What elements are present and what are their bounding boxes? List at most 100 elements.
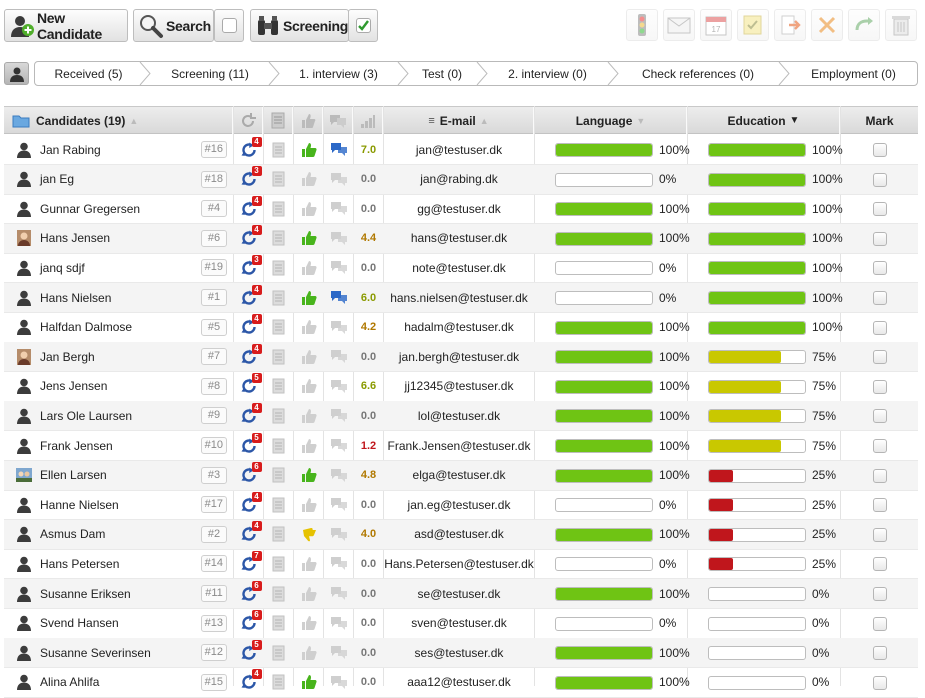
candidate-cell[interactable]: Hans Petersen #14 (4, 549, 233, 578)
email-link[interactable]: asd@testuser.dk (414, 527, 504, 542)
candidate-cell[interactable]: Halfdan Dalmose #5 (4, 313, 233, 342)
new-candidate-button[interactable]: New Candidate (4, 9, 128, 42)
mark-checkbox[interactable] (873, 527, 887, 542)
candidate-name[interactable]: Jan Rabing (40, 142, 101, 157)
status-cell[interactable]: 4 (234, 224, 263, 253)
candidate-name[interactable]: Halfdan Dalmose (40, 320, 133, 335)
status-cell[interactable]: 4 (234, 194, 263, 223)
candidate-name[interactable]: Susanne Severinsen (40, 645, 151, 660)
notes-icon[interactable] (264, 224, 293, 253)
speech-bubble-icon[interactable] (324, 313, 353, 342)
notes-icon[interactable] (264, 194, 293, 223)
candidate-cell[interactable]: Gunnar Gregersen #4 (4, 194, 233, 223)
email-link[interactable]: aaa12@testuser.dk (407, 675, 511, 690)
search-toggle[interactable] (214, 9, 244, 42)
candidate-name[interactable]: Hans Nielsen (40, 290, 112, 305)
refresh-icon[interactable]: 5 (239, 373, 262, 396)
speech-bubble-icon[interactable] (324, 549, 353, 578)
search-checkbox[interactable] (221, 18, 237, 33)
refresh-icon[interactable]: 5 (239, 432, 262, 456)
thumb-up-icon[interactable] (294, 342, 323, 371)
screening-checkbox[interactable] (355, 18, 371, 33)
notes-icon[interactable] (264, 342, 293, 371)
status-cell[interactable]: 4 (234, 490, 263, 519)
screening-toggle[interactable] (348, 9, 378, 42)
thumb-up-icon[interactable] (294, 372, 323, 401)
email-link[interactable]: hans.nielsen@testuser.dk (390, 290, 528, 305)
note-button[interactable] (737, 9, 769, 41)
refresh-icon[interactable]: 5 (239, 639, 262, 663)
thumb-up-icon[interactable] (294, 461, 323, 490)
speech-bubble-icon[interactable] (324, 194, 353, 223)
thumb-up-icon[interactable] (294, 490, 323, 519)
refresh-icon[interactable]: 4 (239, 669, 262, 692)
mark-checkbox[interactable] (873, 261, 887, 276)
notes-icon[interactable] (264, 490, 293, 519)
refresh-icon[interactable]: 6 (239, 610, 262, 633)
export-button[interactable] (774, 9, 806, 41)
search-button[interactable]: Search (133, 9, 214, 42)
candidate-cell[interactable]: Ellen Larsen #3 (4, 461, 233, 490)
status-cell[interactable]: 4 (234, 401, 263, 430)
column-header-candidates[interactable]: Candidates (19) ▲ (4, 107, 233, 134)
refresh-icon[interactable]: 7 (239, 550, 262, 574)
refresh-icon[interactable]: 4 (239, 402, 262, 426)
status-cell[interactable]: 4 (234, 342, 263, 371)
email-link[interactable]: Frank.Jensen@testuser.dk (387, 438, 531, 453)
mark-checkbox[interactable] (873, 143, 887, 157)
speech-bubble-icon[interactable] (324, 135, 353, 164)
thumb-up-icon[interactable] (294, 401, 323, 430)
candidate-name[interactable]: Ellen Larsen (40, 468, 107, 483)
candidate-name[interactable]: jan Eg (40, 172, 75, 187)
candidate-name[interactable]: Hans Petersen (40, 556, 120, 571)
table-row[interactable]: Asmus Dam #2 4 4.0 asd@testuser.dk 100% 25% (4, 519, 918, 550)
candidate-name[interactable]: Frank Jensen (40, 438, 113, 453)
table-row[interactable]: Hanne Nielsen #17 4 0.0 jan.eg@testuser.dk 0%… (4, 490, 918, 521)
email-link[interactable]: jan@testuser.dk (415, 142, 503, 157)
notes-icon[interactable] (264, 283, 293, 312)
speech-bubble-icon[interactable] (324, 461, 353, 490)
email-link[interactable]: hadalm@testuser.dk (404, 320, 514, 335)
mark-checkbox[interactable] (873, 409, 887, 424)
table-row[interactable]: Frank Jensen #10 5 1.2 Frank.Jensen@testuser… (4, 431, 918, 461)
table-row[interactable]: Ellen Larsen #3 6 4.8 elga@testuser.dk 100% 25… (4, 460, 918, 491)
thumb-up-icon[interactable] (294, 668, 323, 697)
email-link[interactable]: jan.eg@testuser.dk (407, 497, 511, 512)
mark-checkbox[interactable] (873, 320, 887, 335)
speech-bubble-icon[interactable] (324, 431, 353, 460)
status-cell[interactable]: 3 (234, 165, 263, 194)
column-header-rating[interactable] (294, 107, 323, 134)
email-link[interactable]: jan@rabing.dk (420, 172, 498, 187)
candidate-name[interactable]: Hanne Nielsen (40, 497, 119, 512)
table-row[interactable]: Lars Ole Laursen #9 4 0.0 lol@testuser.dk 100… (4, 401, 918, 432)
thumb-side-icon[interactable] (294, 520, 323, 549)
notes-icon[interactable] (264, 372, 293, 401)
email-link[interactable]: jj12345@testuser.dk (404, 379, 514, 394)
column-header-notes[interactable] (264, 107, 293, 134)
notes-icon[interactable] (264, 609, 293, 638)
notes-icon[interactable] (264, 165, 293, 194)
notes-icon[interactable] (264, 520, 293, 549)
mark-checkbox[interactable] (873, 350, 887, 365)
refresh-icon[interactable]: 4 (239, 195, 262, 219)
traffic-light-button[interactable] (626, 9, 658, 41)
status-cell[interactable]: 4 (234, 668, 263, 697)
thumb-up-icon[interactable] (294, 609, 323, 638)
notes-icon[interactable] (264, 549, 293, 578)
notes-icon[interactable] (264, 135, 293, 164)
thumb-up-icon[interactable] (294, 579, 323, 608)
table-row[interactable]: Jan Bergh #7 4 0.0 jan.bergh@testuser.dk 100%… (4, 342, 918, 373)
candidate-name[interactable]: Hans Jensen (40, 231, 111, 246)
pipeline-step-received[interactable]: Received (5) (35, 62, 142, 85)
candidate-cell[interactable]: Hans Nielsen #1 (4, 283, 233, 312)
notes-icon[interactable] (264, 668, 293, 697)
speech-bubble-icon[interactable] (324, 638, 353, 667)
pipeline-step-interview-1[interactable]: 1. interview (3) (280, 62, 397, 85)
thumb-up-icon[interactable] (294, 194, 323, 223)
table-row[interactable]: Hans Jensen #6 4 4.4 hans@testuser.dk 100% 100… (4, 223, 918, 254)
status-cell[interactable]: 5 (234, 431, 263, 460)
column-header-mark[interactable]: Mark (841, 107, 918, 134)
thumb-up-icon[interactable] (294, 638, 323, 667)
speech-bubble-icon[interactable] (324, 372, 353, 401)
mark-checkbox[interactable] (873, 557, 887, 572)
